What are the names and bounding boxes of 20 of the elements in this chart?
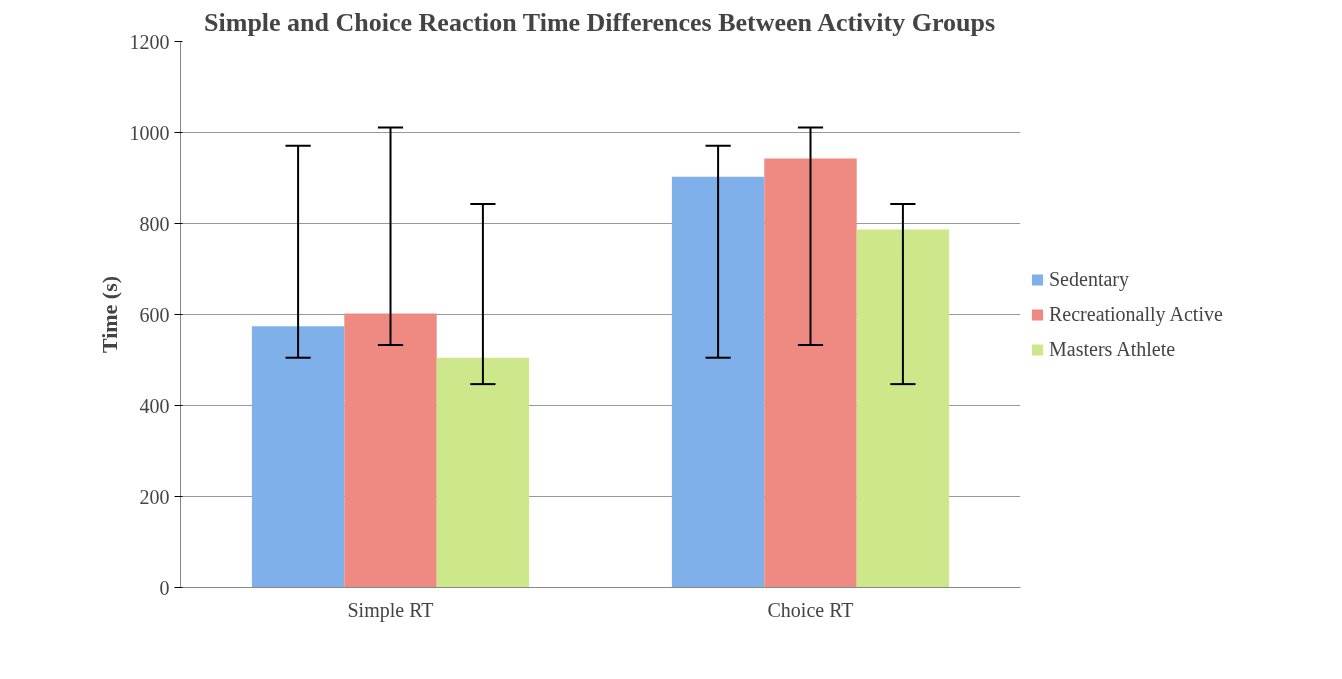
- y-tick-label: 1200: [129, 30, 170, 53]
- y-tick-label: 800: [139, 212, 170, 235]
- bar: [251, 326, 345, 588]
- bar: [764, 158, 857, 588]
- y-tick-label: 0: [159, 576, 170, 599]
- bar: [856, 229, 950, 588]
- bar: [344, 313, 437, 588]
- x-tick-label: Simple RT: [347, 598, 434, 622]
- y-axis-title: Time (s): [96, 275, 122, 354]
- legend-label: Masters Athlete: [1049, 337, 1176, 361]
- legend-label: Recreationally Active: [1049, 302, 1223, 326]
- x-tick-label: Choice RT: [767, 598, 854, 621]
- legend-label: Sedentary: [1049, 267, 1129, 291]
- bar: [671, 176, 765, 588]
- y-tick-label: 600: [139, 303, 170, 326]
- y-tick-label: 400: [139, 394, 170, 417]
- y-tick-label: 200: [139, 485, 170, 508]
- y-tick-label: 1000: [129, 121, 170, 144]
- bar: [436, 357, 530, 588]
- chart-title: Simple and Choice Reaction Time Differences Between Activity Groups: [204, 7, 996, 37]
